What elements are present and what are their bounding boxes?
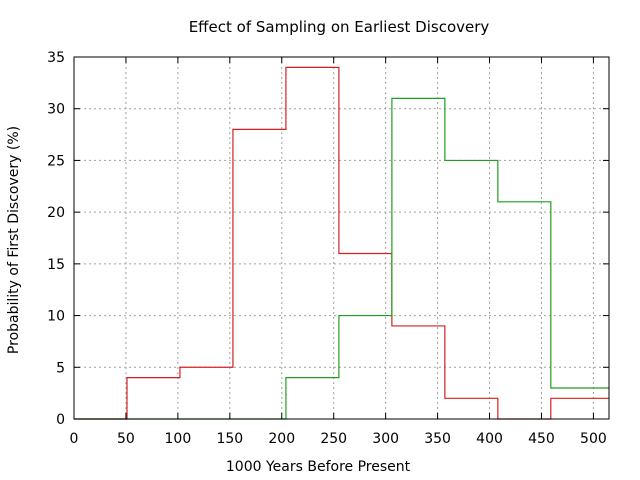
plot-frame (73, 56, 610, 420)
chart-title: Effect of Sampling on Earliest Discovery (189, 18, 490, 36)
y-tick-label: 15 (47, 257, 65, 273)
x-tick-label: 250 (320, 431, 347, 447)
x-tick-label: 0 (70, 431, 79, 447)
series-layer (74, 66, 609, 420)
x-tick-label: 150 (216, 431, 243, 447)
x-tick-label: 450 (528, 431, 555, 447)
y-tick-label: 25 (47, 153, 65, 169)
x-tick-label: 500 (580, 431, 607, 447)
y-tick-label: 30 (47, 102, 65, 118)
series-red-step-line (74, 66, 609, 420)
grid-lines (74, 57, 609, 419)
x-tick-label: 400 (476, 431, 503, 447)
y-tick-label: 20 (47, 205, 65, 221)
y-axis-label: Probability of First Discovery (%) (6, 126, 22, 354)
y-tick-label: 10 (47, 309, 65, 325)
x-tick-label: 100 (165, 431, 192, 447)
series-green-step-line (74, 97, 609, 420)
y-tick-label: 35 (47, 50, 65, 66)
axis-ticks: 0 50 100 150 200 250 300 350 400 450 500 0 5 10 15 20 25… (47, 50, 609, 447)
x-tick-label: 300 (372, 431, 399, 447)
x-tick-label: 200 (268, 431, 295, 447)
y-tick-label: 5 (56, 360, 65, 376)
y-tick-label: 0 (56, 412, 65, 428)
x-tick-label: 350 (424, 431, 451, 447)
x-tick-label: 50 (117, 431, 135, 447)
x-axis-label: 1000 Years Before Present (226, 459, 411, 475)
